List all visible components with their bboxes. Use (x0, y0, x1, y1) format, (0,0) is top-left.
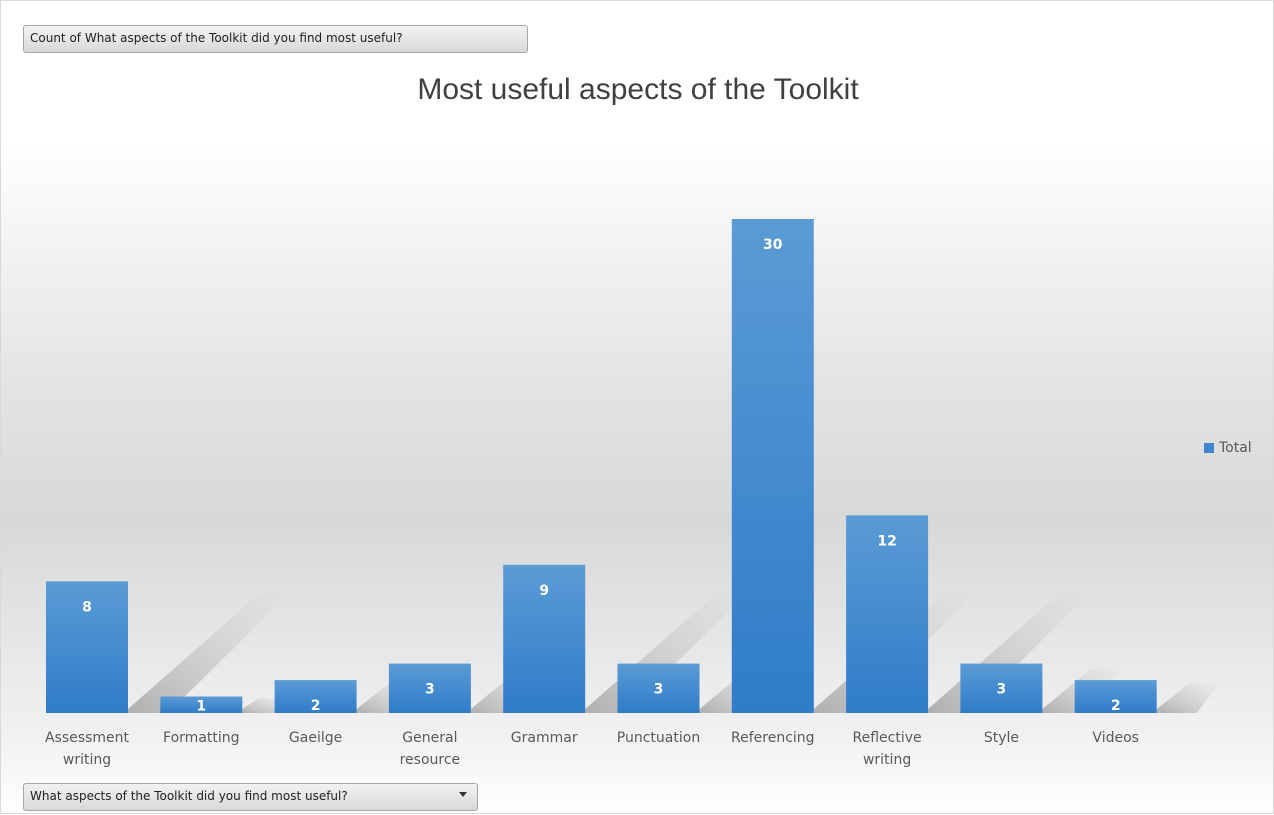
bar[interactable] (731, 219, 814, 713)
data-label: 3 (997, 682, 1007, 698)
bar[interactable] (160, 696, 243, 714)
category-label: General resource (400, 730, 461, 768)
legend: Total (1204, 440, 1252, 456)
axis-field-dropdown[interactable]: What aspects of the Toolkit did you find… (23, 783, 478, 811)
category-label: Gaeilge (289, 730, 342, 746)
bar-shadow (128, 594, 289, 713)
value-field-button[interactable]: Count of What aspects of the Toolkit did… (23, 25, 528, 53)
dropdown-arrow-icon[interactable] (459, 792, 467, 797)
category-label: Reflective writing (853, 730, 922, 768)
data-label: 2 (311, 698, 321, 714)
bar-shadow (1156, 683, 1220, 713)
data-label: 9 (539, 583, 549, 599)
data-label: 1 (196, 699, 206, 715)
bar[interactable] (388, 663, 471, 713)
bar[interactable] (846, 515, 929, 713)
bar[interactable] (1074, 680, 1157, 713)
category-label: Grammar (511, 730, 578, 746)
data-label: 3 (425, 682, 435, 698)
bar[interactable] (503, 564, 586, 713)
legend-swatch-total (1204, 443, 1214, 453)
category-label: Formatting (163, 730, 239, 746)
data-label: 2 (1111, 698, 1121, 714)
category-label: Videos (1092, 730, 1139, 746)
bar[interactable] (274, 680, 357, 713)
data-label: 30 (763, 237, 783, 253)
category-label: Assessment writing (45, 730, 129, 768)
data-label: 3 (654, 682, 664, 698)
bar[interactable] (960, 663, 1043, 713)
chart-title: Most useful aspects of the Toolkit (417, 73, 859, 106)
category-label: Style (984, 730, 1019, 746)
data-label: 8 (82, 599, 92, 615)
legend-label-total: Total (1219, 440, 1252, 456)
bar[interactable] (617, 663, 700, 713)
category-label: Referencing (731, 730, 815, 746)
data-label: 12 (877, 533, 896, 549)
category-label: Punctuation (617, 730, 700, 746)
bar[interactable] (46, 581, 128, 713)
axis-field-label: What aspects of the Toolkit did you find… (30, 789, 348, 803)
